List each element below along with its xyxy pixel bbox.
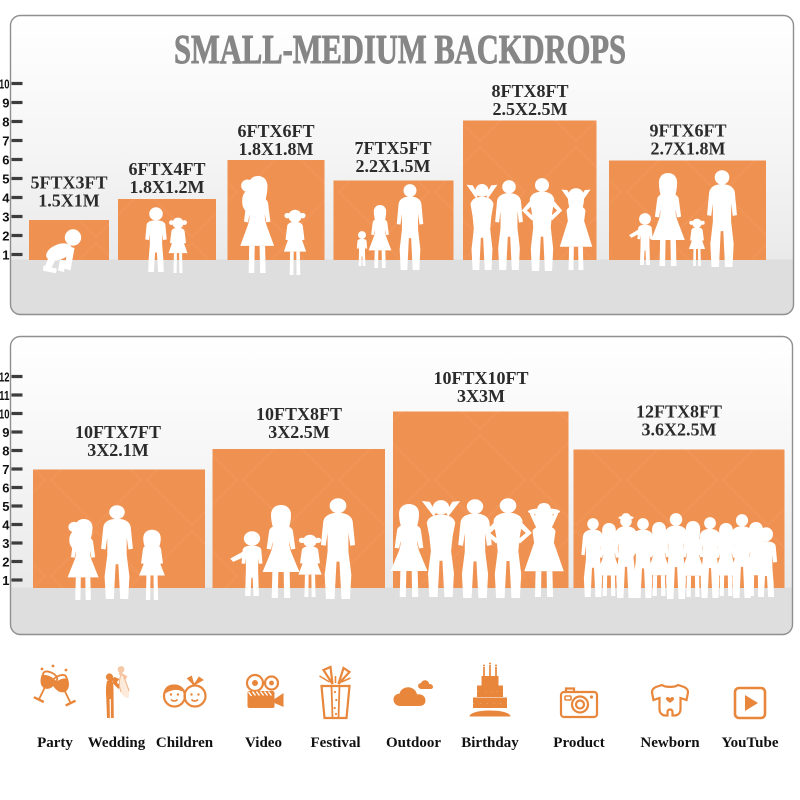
svg-text:7: 7 bbox=[2, 133, 9, 148]
svg-text:2: 2 bbox=[2, 554, 9, 569]
svg-text:2.5X2.5M: 2.5X2.5M bbox=[493, 99, 568, 119]
svg-text:Product: Product bbox=[553, 735, 604, 751]
svg-text:10: 10 bbox=[0, 406, 10, 421]
svg-text:Festival: Festival bbox=[311, 735, 361, 751]
svg-text:2.2X1.5M: 2.2X1.5M bbox=[356, 156, 431, 176]
svg-text:SMALL-MEDIUM BACKDROPS: SMALL-MEDIUM BACKDROPS bbox=[174, 26, 626, 72]
svg-text:10: 10 bbox=[0, 76, 10, 91]
svg-text:1.5X1M: 1.5X1M bbox=[38, 191, 100, 211]
svg-text:8: 8 bbox=[2, 443, 9, 458]
svg-text:1.8X1.8M: 1.8X1.8M bbox=[239, 139, 314, 159]
svg-text:11: 11 bbox=[0, 388, 10, 403]
svg-text:4: 4 bbox=[2, 190, 10, 205]
svg-text:3X2.5M: 3X2.5M bbox=[268, 422, 330, 442]
svg-text:6FTX6FT: 6FTX6FT bbox=[237, 121, 314, 141]
svg-text:8: 8 bbox=[2, 114, 9, 129]
svg-text:1: 1 bbox=[2, 247, 9, 262]
svg-text:6: 6 bbox=[2, 480, 9, 495]
svg-text:Party: Party bbox=[37, 735, 73, 751]
svg-text:12FTX8FT: 12FTX8FT bbox=[636, 402, 722, 422]
svg-text:9FTX6FT: 9FTX6FT bbox=[649, 121, 726, 141]
svg-text:8FTX8FT: 8FTX8FT bbox=[491, 81, 568, 101]
svg-text:6: 6 bbox=[2, 152, 9, 167]
svg-text:9: 9 bbox=[2, 425, 9, 440]
svg-text:YouTube: YouTube bbox=[722, 735, 779, 751]
svg-text:3.6X2.5M: 3.6X2.5M bbox=[642, 420, 717, 440]
svg-text:1.8X1.2M: 1.8X1.2M bbox=[130, 177, 205, 197]
svg-text:4: 4 bbox=[2, 517, 10, 532]
svg-text:5: 5 bbox=[2, 171, 9, 186]
svg-text:2.7X1.8M: 2.7X1.8M bbox=[651, 139, 726, 159]
svg-text:10FTX7FT: 10FTX7FT bbox=[75, 422, 161, 442]
svg-text:3X2.1M: 3X2.1M bbox=[87, 440, 149, 460]
svg-text:Children: Children bbox=[156, 735, 214, 751]
svg-text:1: 1 bbox=[2, 573, 9, 588]
svg-text:2: 2 bbox=[2, 228, 9, 243]
svg-text:Video: Video bbox=[245, 735, 282, 751]
svg-text:3X3M: 3X3M bbox=[457, 386, 505, 406]
svg-text:9: 9 bbox=[2, 95, 9, 110]
svg-text:Newborn: Newborn bbox=[640, 735, 700, 751]
svg-text:Wedding: Wedding bbox=[88, 735, 146, 751]
svg-text:5FTX3FT: 5FTX3FT bbox=[30, 173, 107, 193]
svg-text:12: 12 bbox=[0, 369, 10, 384]
svg-text:3: 3 bbox=[2, 209, 9, 224]
svg-text:10FTX8FT: 10FTX8FT bbox=[256, 404, 342, 424]
svg-text:7: 7 bbox=[2, 462, 9, 477]
svg-text:Outdoor: Outdoor bbox=[386, 735, 441, 751]
svg-text:5: 5 bbox=[2, 499, 9, 514]
svg-text:6FTX4FT: 6FTX4FT bbox=[128, 159, 205, 179]
svg-text:Birthday: Birthday bbox=[461, 735, 519, 751]
svg-text:7FTX5FT: 7FTX5FT bbox=[354, 138, 431, 158]
svg-text:3: 3 bbox=[2, 536, 9, 551]
svg-text:10FTX10FT: 10FTX10FT bbox=[433, 368, 528, 388]
